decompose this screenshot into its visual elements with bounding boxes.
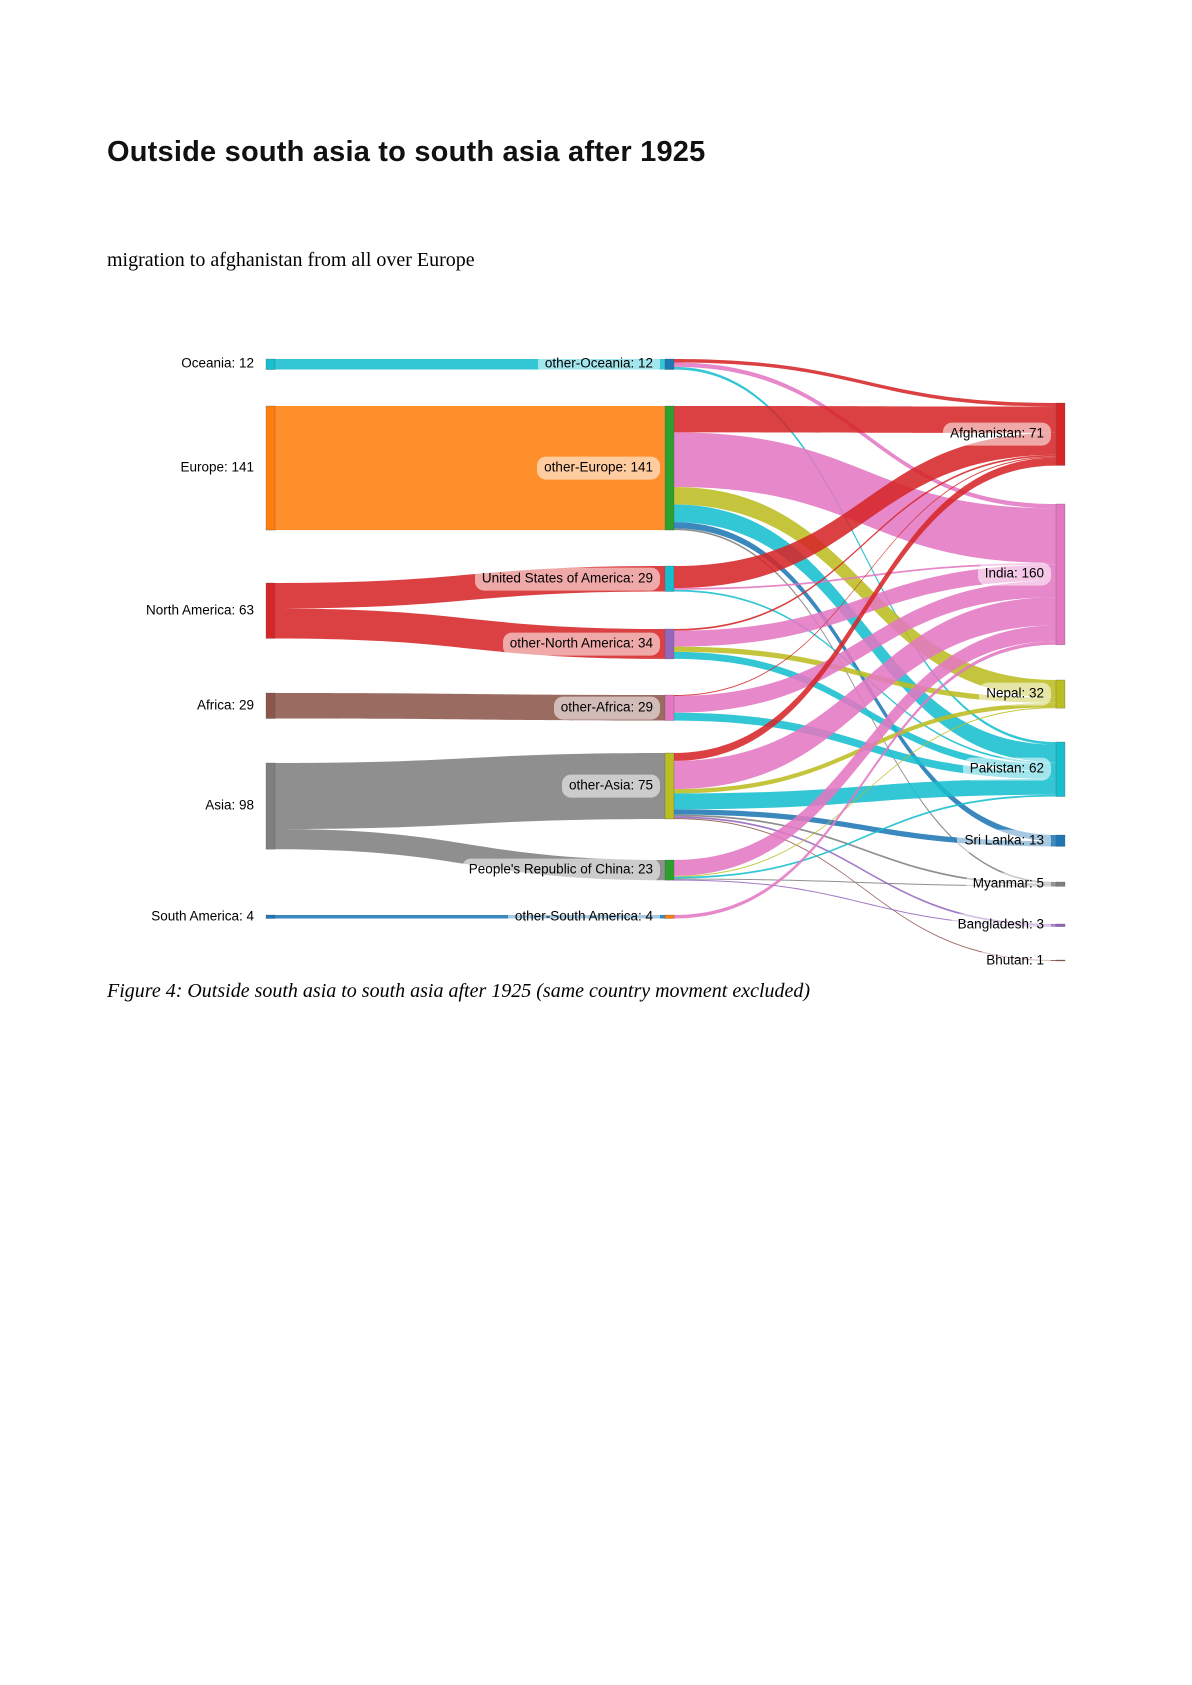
sankey-link-other-asia-to-pakistan[interactable]	[674, 778, 1056, 810]
sankey-link-other-asia-to-myanmar[interactable]	[674, 814, 1056, 886]
sankey-node-bhutan[interactable]	[1055, 959, 1066, 962]
sankey-link-prc-to-nepal[interactable]	[674, 707, 1056, 877]
sankey-link-other-north-america-to-pakistan[interactable]	[674, 651, 1056, 772]
sankey-link-other-asia-to-india[interactable]	[674, 597, 1056, 790]
sankey-node-bangladesh[interactable]	[1055, 923, 1066, 927]
sankey-link-usa-to-afghanistan[interactable]	[674, 432, 1056, 588]
sankey-link-other-south-america-to-india[interactable]	[674, 641, 1056, 919]
sankey-node-other-africa[interactable]	[664, 694, 675, 721]
page-subtitle: migration to afghanistan from all over E…	[107, 249, 475, 271]
sankey-node-other-north-america[interactable]	[664, 628, 675, 660]
sankey-link-north-america-to-other-north-america[interactable]	[275, 608, 665, 659]
sankey-link-other-asia-to-bhutan[interactable]	[674, 818, 1056, 961]
sankey-node-south-america[interactable]	[265, 914, 276, 919]
sankey-link-other-africa-to-afghanistan[interactable]	[674, 456, 1056, 696]
sankey-link-asia-to-other-asia[interactable]	[275, 753, 665, 829]
sankey-link-africa-to-other-africa[interactable]	[275, 693, 665, 721]
sankey-node-asia[interactable]	[265, 762, 276, 850]
sankey-link-europe-to-other-europe[interactable]	[275, 406, 665, 531]
sankey-node-other-asia[interactable]	[664, 752, 675, 820]
sankey-link-other-oceania-to-pakistan[interactable]	[674, 366, 1056, 745]
sankey-node-pakistan[interactable]	[1055, 741, 1066, 797]
sankey-link-north-america-to-usa[interactable]	[275, 566, 665, 609]
sankey-link-other-asia-to-bangladesh[interactable]	[674, 816, 1056, 926]
sankey-link-prc-to-pakistan[interactable]	[674, 794, 1056, 879]
sankey-link-south-america-to-other-south-america[interactable]	[275, 915, 665, 919]
sankey-link-prc-to-bangladesh[interactable]	[674, 879, 1056, 927]
figure-caption: Figure 4: Outside south asia to south as…	[107, 980, 811, 1002]
sankey-link-other-oceania-to-india[interactable]	[674, 362, 1056, 509]
sankey-node-oceania[interactable]	[265, 358, 276, 370]
sankey-link-other-north-america-to-nepal[interactable]	[674, 646, 1056, 703]
sankey-link-other-asia-to-sri-lanka[interactable]	[674, 809, 1056, 847]
sankey-node-other-oceania[interactable]	[664, 358, 675, 370]
sankey-link-prc-to-myanmar[interactable]	[674, 878, 1056, 887]
sankey-link-other-europe-to-afghanistan[interactable]	[674, 406, 1056, 433]
sankey-node-myanmar[interactable]	[1055, 881, 1066, 887]
sankey-node-usa[interactable]	[664, 565, 675, 592]
sankey-link-oceania-to-other-oceania[interactable]	[275, 359, 665, 370]
sankey-node-afghanistan[interactable]	[1055, 402, 1066, 466]
sankey-node-sri-lanka[interactable]	[1055, 834, 1066, 847]
sankey-link-asia-to-prc[interactable]	[275, 829, 665, 881]
sankey-node-prc[interactable]	[664, 859, 675, 881]
sankey-link-other-africa-to-india[interactable]	[674, 580, 1056, 713]
sankey-node-other-europe[interactable]	[664, 405, 675, 531]
sankey-node-north-america[interactable]	[265, 582, 276, 639]
sankey-link-other-europe-to-india[interactable]	[674, 432, 1056, 563]
sankey-link-other-europe-to-pakistan[interactable]	[674, 504, 1056, 763]
sankey-node-europe[interactable]	[265, 405, 276, 531]
sankey-link-other-north-america-to-afghanistan[interactable]	[674, 454, 1056, 631]
sankey-link-prc-to-india[interactable]	[674, 625, 1056, 876]
page-title: Outside south asia to south asia after 1…	[107, 136, 706, 168]
sankey-link-other-asia-to-afghanistan[interactable]	[674, 457, 1056, 761]
sankey-node-other-south-america[interactable]	[664, 914, 675, 919]
sankey-link-other-oceania-to-afghanistan[interactable]	[674, 359, 1056, 407]
sankey-link-other-europe-to-nepal[interactable]	[674, 486, 1056, 698]
sankey-node-india[interactable]	[1055, 503, 1066, 646]
sankey-node-africa[interactable]	[265, 692, 276, 719]
sankey-node-nepal[interactable]	[1055, 679, 1066, 709]
